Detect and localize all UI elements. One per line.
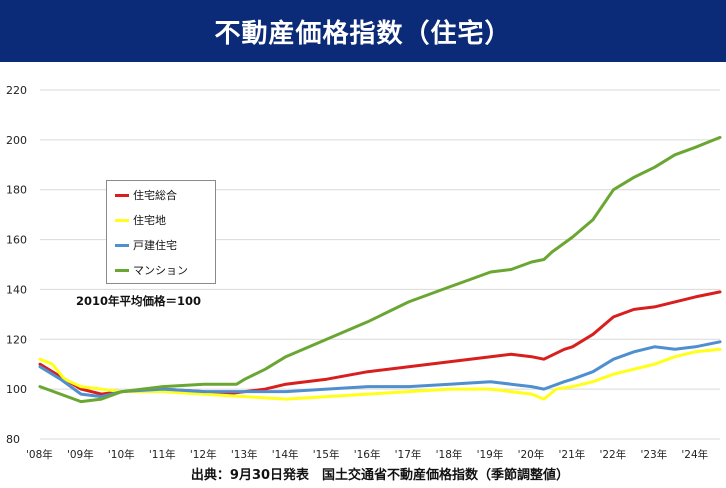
x-tick-label: '09年 — [67, 448, 94, 461]
y-tick-label: 140 — [6, 283, 27, 296]
y-tick-label: 100 — [6, 383, 27, 396]
x-tick-label: '20年 — [518, 448, 545, 461]
series-line-1 — [38, 347, 722, 401]
legend: 住宅総合 住宅地 戸建住宅 マンション — [106, 180, 216, 284]
source-note: 出典：9月30日発表 国土交通省不動産価格指数（季節調整値） — [190, 468, 570, 483]
y-tick-label: 180 — [6, 184, 27, 197]
x-tick-label: '23年 — [640, 448, 667, 461]
legend-item-condominium: マンション — [115, 262, 188, 278]
legend-label-residential-land: 住宅地 — [133, 214, 166, 227]
legend-swatch-residential-land — [115, 218, 129, 222]
legend-label-residential-total: 住宅総合 — [133, 189, 177, 202]
legend-swatch-condominium — [115, 268, 129, 272]
x-tick-label: '14年 — [272, 448, 299, 461]
base-year-note: 2010年平均価格＝100 — [76, 294, 202, 308]
axis-labels: 80 100 120 140 160 180 200 220 '08年 '09年 '10年 '11年 '… — [6, 84, 708, 461]
x-tick-label: '15年 — [313, 448, 340, 461]
y-tick-label: 220 — [6, 84, 27, 97]
chart-title: 不動産価格指数（住宅） — [0, 0, 726, 62]
x-tick-label: '16年 — [354, 448, 381, 461]
x-tick-label: '12年 — [190, 448, 217, 461]
series-lines — [38, 135, 722, 404]
legend-item-detached-house: 戸建住宅 — [115, 237, 177, 253]
x-tick-label: '19年 — [477, 448, 504, 461]
legend-item-residential-total: 住宅総合 — [115, 187, 177, 203]
legend-swatch-detached-house — [115, 243, 129, 247]
x-tick-label: '08年 — [26, 448, 53, 461]
x-tick-label: '17年 — [395, 448, 422, 461]
y-tick-label: 200 — [6, 134, 27, 147]
x-tick-label: '11年 — [149, 448, 176, 461]
legend-label-condominium: マンション — [133, 264, 188, 277]
x-tick-label: '21年 — [559, 448, 586, 461]
x-tick-label: '10年 — [108, 448, 135, 461]
x-tick-label: '18年 — [436, 448, 463, 461]
x-tick-label: '22年 — [599, 448, 626, 461]
legend-item-residential-land: 住宅地 — [115, 212, 166, 228]
legend-label-detached-house: 戸建住宅 — [133, 239, 177, 252]
x-tick-label: '24年 — [681, 448, 708, 461]
legend-swatch-residential-total — [115, 193, 129, 197]
series-line-3 — [38, 135, 722, 404]
x-tick-label: '13年 — [231, 448, 258, 461]
y-tick-label: 120 — [6, 333, 27, 346]
y-tick-label: 160 — [6, 234, 27, 247]
y-tick-label: 80 — [6, 433, 20, 446]
